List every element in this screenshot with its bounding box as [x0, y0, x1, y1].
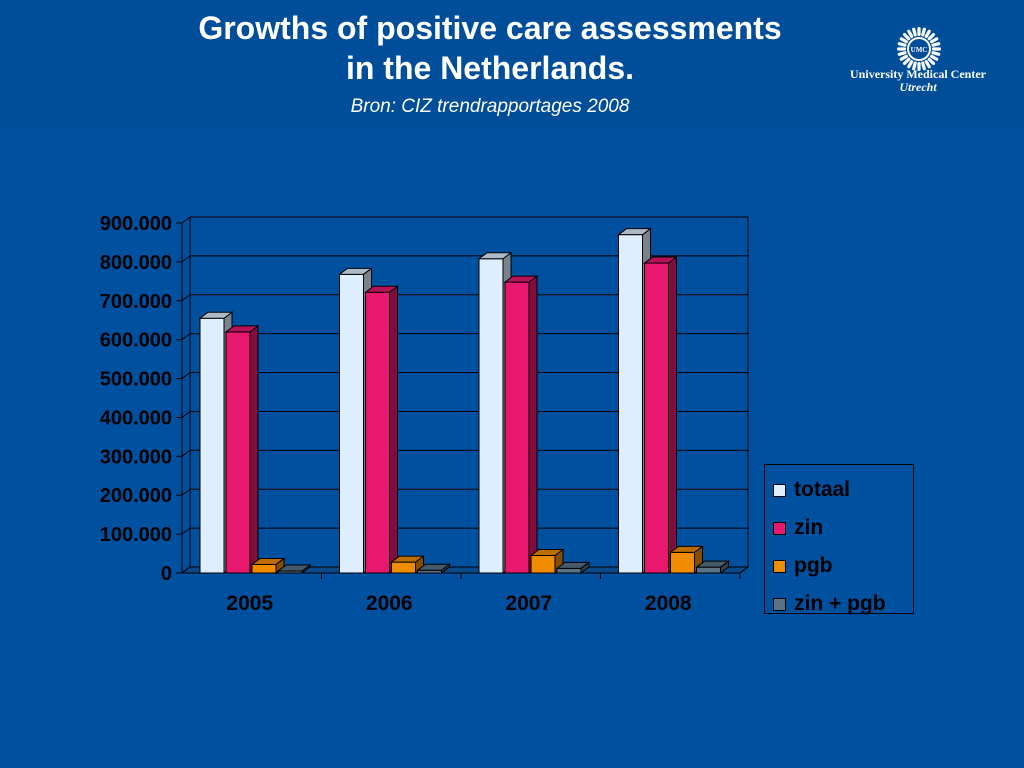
bar-top-zin-pgb-2005 [276, 564, 312, 572]
y-tick-label: 400.000 [100, 407, 172, 429]
gridline-diag [181, 216, 191, 224]
legend-label-zin: zin [794, 516, 824, 539]
bar-top-totaal-2006 [338, 267, 373, 275]
bar-top-totaal-2007 [477, 252, 513, 260]
gridline-diag [181, 372, 191, 379]
legend-item-pgb: pgb [765, 547, 913, 585]
x-tick-label: 2005 [226, 592, 273, 615]
bar-zin-2005 [225, 331, 251, 574]
bar-totaal-2006 [339, 273, 364, 574]
sun-icon: UMC [897, 27, 941, 71]
bar-zin-2006 [365, 291, 390, 574]
x-tick-label: 2007 [505, 592, 552, 615]
gridline-diag [181, 294, 191, 302]
bar-top-zin-pgb-2007 [555, 561, 591, 569]
legend-swatch-totaal [773, 483, 786, 497]
bar-top-pgb-2007 [529, 549, 565, 556]
y-tick-label: 200.000 [100, 485, 172, 507]
gridline-diag [181, 566, 191, 574]
gridline-diag [181, 449, 191, 457]
legend-item-zin: zin [765, 509, 913, 547]
legend-swatch-zin [773, 521, 786, 535]
bar-side-zin-2008 [668, 256, 677, 574]
legend-item-zin-pgb: zin + pgb [765, 585, 913, 623]
logo-line-2: Utrecht [899, 80, 937, 94]
logo-line-1: University Medical Center [850, 67, 986, 81]
bar-zin-pgb-2007 [556, 567, 582, 574]
legend-label-zin-pgb: zin + pgb [794, 592, 886, 615]
bar-totaal-2005 [199, 317, 225, 574]
y-tick-label: 700.000 [100, 291, 172, 313]
bar-pgb-2006 [391, 561, 416, 574]
x-tick-label: 2008 [645, 592, 692, 615]
bar-top-zin-2008 [643, 256, 678, 264]
gridline-diag [181, 488, 191, 496]
y-tick-label: 0 [161, 563, 172, 585]
title-line-2: in the Netherlands. [345, 50, 635, 86]
gridline-diag [181, 333, 191, 341]
bar-top-pgb-2008 [669, 545, 704, 553]
y-tick-label: 300.000 [100, 446, 172, 468]
chart-legend: totaal zin pgb zin + pgb [764, 464, 914, 615]
legend-label-pgb: pgb [794, 554, 833, 577]
slide-title: Growths of positive care assessments in … [140, 8, 840, 88]
slide-header: Growths of positive care assessments in … [0, 0, 1024, 126]
bar-side-zin-2007 [528, 275, 538, 574]
legend-item-totaal: totaal [765, 471, 913, 509]
bar-top-pgb-2005 [250, 557, 286, 565]
x-tick-label: 2006 [366, 592, 413, 615]
bar-pgb-2008 [670, 551, 695, 574]
bar-totaal-2008 [618, 234, 643, 574]
bar-top-pgb-2006 [390, 555, 425, 563]
bar-top-zin-2006 [364, 285, 399, 293]
title-line-1: Growths of positive care assessments [198, 10, 782, 46]
bar-chart: 0 100.000 200.000 300.000 400.000 500.000 600.… [100, 213, 750, 615]
gridline-diag [181, 411, 191, 418]
legend-swatch-pgb [773, 559, 786, 573]
bar-top-zin-pgb-2006 [416, 563, 451, 571]
y-tick-label: 900.000 [100, 213, 172, 235]
plot-right-edge [739, 566, 749, 574]
y-tick-label: 600.000 [100, 330, 172, 352]
y-tick-label: 800.000 [100, 252, 172, 274]
gridline-diag [181, 527, 191, 535]
bar-top-totaal-2005 [198, 311, 234, 319]
bar-pgb-2005 [251, 563, 277, 574]
chart-area: 0 100.000 200.000 300.000 400.000 500.000 600.… [0, 126, 1024, 768]
bar-zin-pgb-2008 [696, 566, 721, 574]
bar-side-zin-2005 [249, 324, 259, 574]
bar-totaal-2007 [478, 258, 504, 574]
bar-side-zin-2006 [389, 285, 398, 574]
bar-zin-2007 [504, 281, 530, 574]
y-tick-label: 500.000 [100, 369, 172, 391]
legend-label-totaal: totaal [794, 478, 851, 501]
logo-badge: UMC [911, 46, 928, 54]
bar-top-zin-2005 [224, 325, 260, 333]
legend-swatch-zin-pgb [773, 597, 786, 611]
bar-top-totaal-2008 [617, 228, 652, 236]
y-tick-label: 100.000 [100, 524, 172, 546]
bar-top-zin-pgb-2008 [695, 560, 730, 568]
gridline-diag [181, 255, 191, 263]
umc-logo: UMC [897, 27, 941, 71]
slide-subtitle: Bron: CIZ trendrapportages 2008 [350, 96, 630, 117]
bar-pgb-2007 [530, 555, 556, 574]
bar-zin-2008 [644, 262, 669, 574]
bar-top-zin-2007 [503, 275, 539, 283]
